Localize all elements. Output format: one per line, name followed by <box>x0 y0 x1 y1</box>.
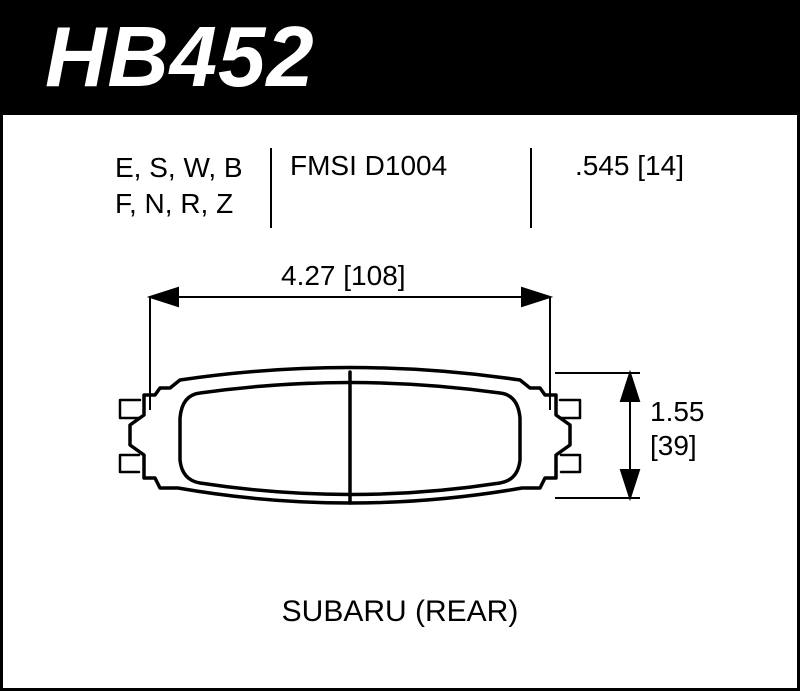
height-dimension <box>555 373 640 498</box>
diagram-svg <box>0 0 800 691</box>
height-line1: 1.55 <box>650 395 705 429</box>
height-line2: [39] <box>650 429 705 463</box>
width-value: 4.27 [108] <box>275 260 412 292</box>
brake-pad-outline <box>120 368 580 504</box>
height-value: 1.55 [39] <box>650 395 705 463</box>
product-label: SUBARU (REAR) <box>0 595 800 629</box>
